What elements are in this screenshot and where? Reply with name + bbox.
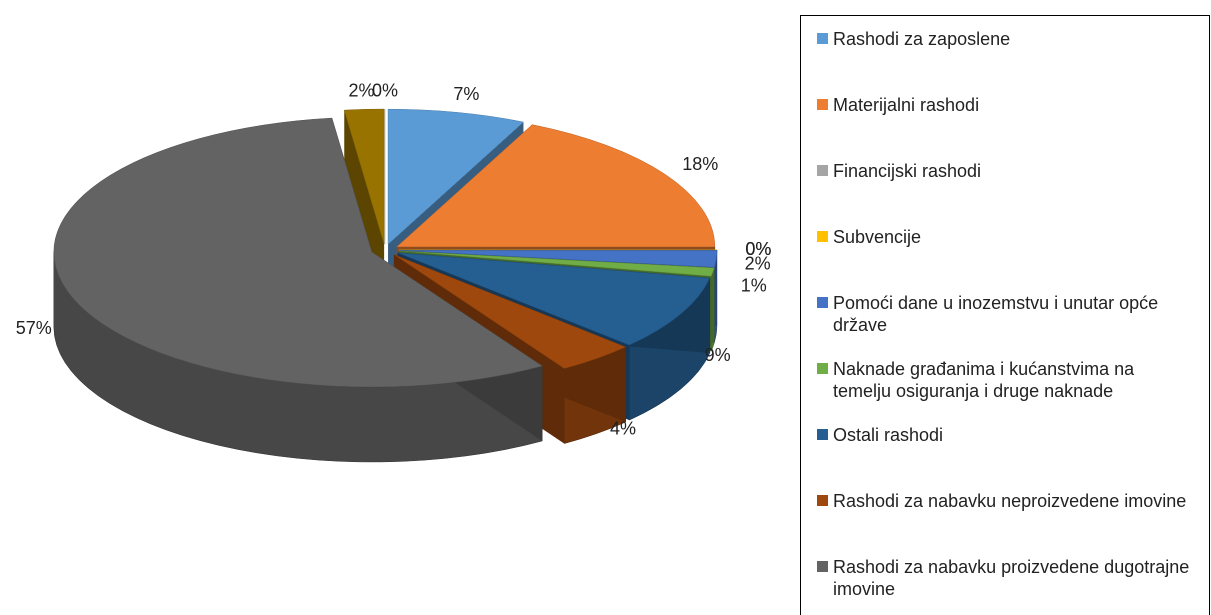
data-label: 18% [682,154,718,174]
data-label: 1% [741,275,767,295]
legend-entry: Pomoći dane u inozemstvu i unutar opće d… [817,292,1195,336]
legend-swatch [817,495,828,506]
legend-label: Rashodi za zaposlene [833,29,1011,49]
legend-swatch [817,561,828,572]
legend-label: Ostali rashodi [833,425,944,445]
slice [53,117,543,388]
legend-swatch [817,297,828,308]
legend-label: Pomoći dane u inozemstvu i unutar opće d… [833,293,1159,335]
data-label: 0% [372,80,398,100]
legend: Rashodi za zaposlene Materijalni rashodi F… [800,15,1210,615]
data-label: 57% [16,318,52,338]
slice [398,250,718,268]
legend-swatch [817,231,828,242]
legend-entry: Rashodi za nabavku proizvedene dugotrajn… [817,556,1195,600]
legend-label: Subvencije [833,227,922,247]
data-label: 0% [745,239,771,259]
slice [387,108,524,245]
slice [398,250,715,277]
data-label: 9% [705,345,731,365]
slice [343,108,385,245]
legend-swatch [817,165,828,176]
legend-swatch [817,33,828,44]
legend-entry: Subvencije [817,226,1195,248]
legend-swatch [817,429,828,440]
slice [396,124,716,248]
legend-entry: Rashodi za zaposlene [817,28,1195,50]
legend-label: Rashodi za nabavku neproizvedene imovine [833,491,1187,511]
data-label: 2% [745,253,771,273]
legend-entry: Financijski rashodi [817,160,1195,182]
slice [393,254,627,369]
data-label: 4% [610,419,636,439]
data-label: 0% [745,239,771,259]
legend-label: Financijski rashodi [833,161,982,181]
data-label: 2% [349,81,375,101]
legend-entry: Rashodi za nabavku neproizvedene imovine [817,490,1195,512]
legend-label: Naknade građanima i kućanstvima na temel… [833,359,1135,401]
chart: 7%18%0%0%2%1%9%4%57%2%0% [16,80,771,463]
legend-label: Rashodi za nabavku proizvedene dugotrajn… [833,557,1190,599]
legend-entry: Ostali rashodi [817,424,1195,446]
legend-entry: Materijalni rashodi [817,94,1195,116]
legend-swatch [817,99,828,110]
slice [397,252,711,346]
legend-entry: Naknade građanima i kućanstvima na temel… [817,358,1195,402]
legend-label: Materijalni rashodi [833,95,980,115]
data-label: 7% [453,84,479,104]
legend-swatch [817,363,828,374]
